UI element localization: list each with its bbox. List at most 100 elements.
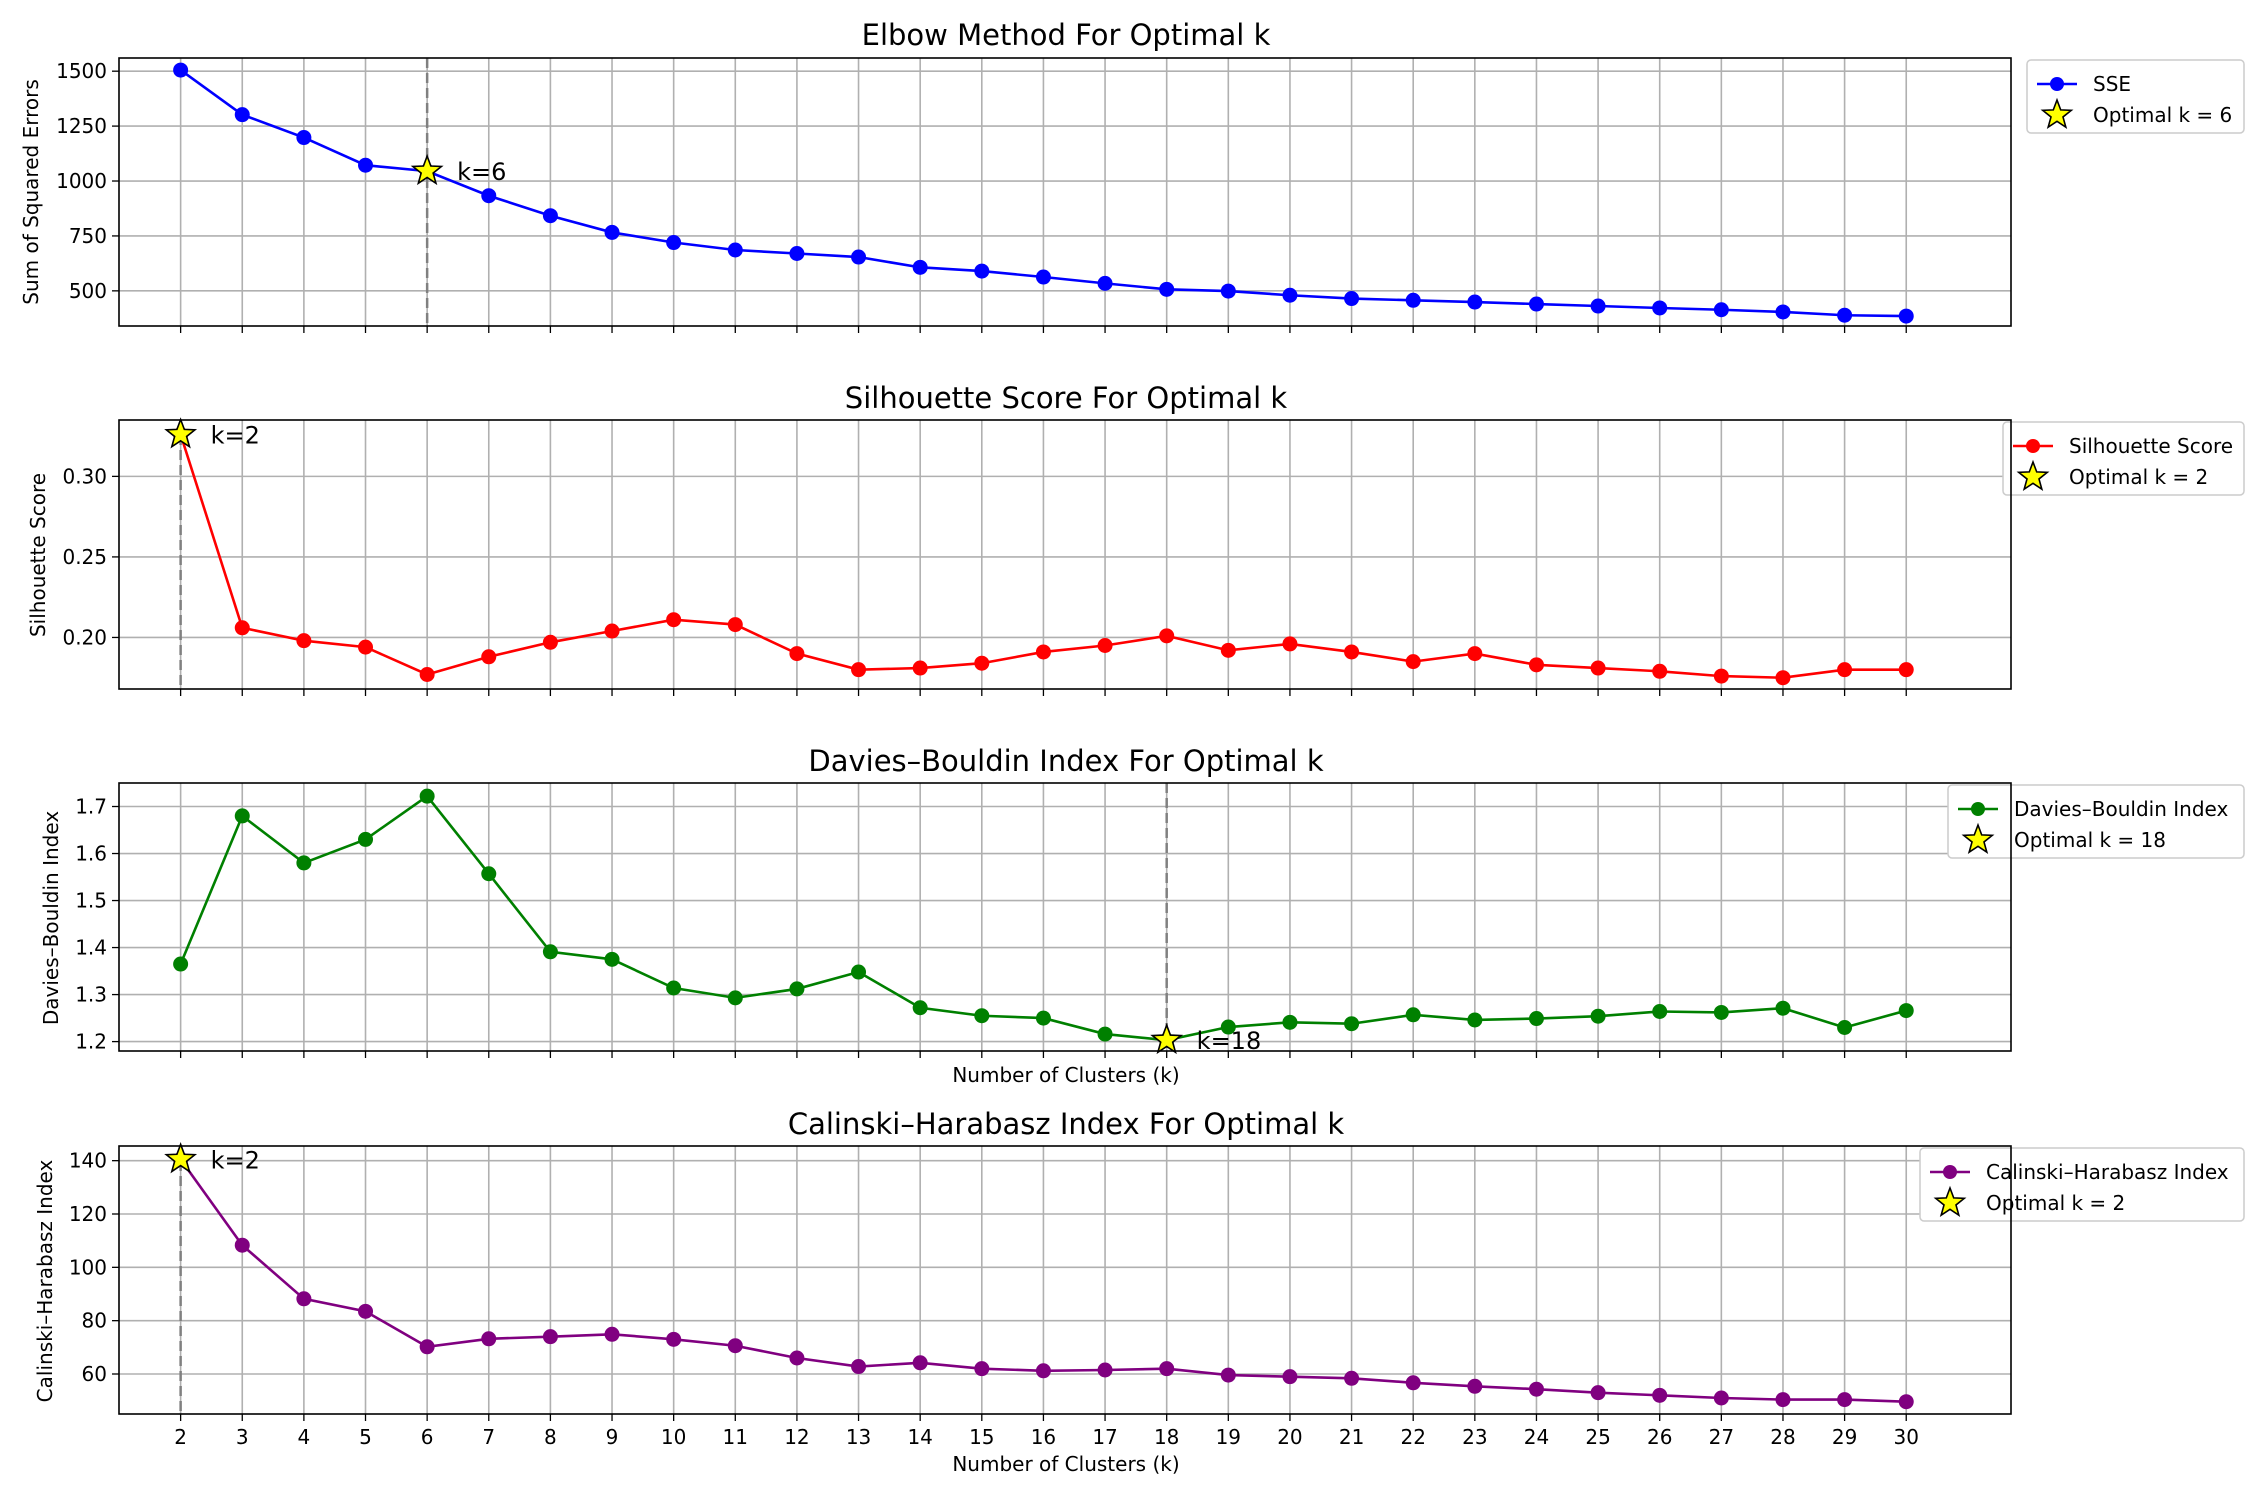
elbow-panel: Elbow Method For Optimal k Sum of Square… [19, 18, 2245, 333]
calinski-harabasz-xtick-label: 12 [784, 1425, 809, 1449]
elbow-point [1590, 298, 1606, 314]
silhouette-point [1344, 644, 1360, 660]
silhouette-point [1220, 642, 1236, 658]
calinski-harabasz-xtick-label: 6 [421, 1425, 434, 1449]
calinski-harabasz-point [1467, 1378, 1483, 1394]
silhouette-legend: Silhouette Score Optimal k = 2 [2002, 421, 2245, 496]
calinski-harabasz-point [1344, 1370, 1360, 1386]
davies-bouldin-legend-star-icon [1961, 822, 1995, 854]
elbow-ytick-label: 1500 [56, 59, 107, 83]
davies-bouldin-point [1344, 1016, 1360, 1032]
calinski-harabasz-point [912, 1355, 928, 1371]
silhouette-point [789, 646, 805, 662]
calinski-harabasz-xtick-label: 22 [1400, 1425, 1425, 1449]
davies-bouldin-legend-series-label: Davies–Bouldin Index [2014, 797, 2228, 821]
silhouette-title: Silhouette Score For Optimal k [845, 381, 1288, 415]
davies-bouldin-legend-marker-swatch [1971, 802, 1985, 816]
davies-bouldin-legend: Davies–Bouldin Index Optimal k = 18 [1947, 784, 2245, 859]
calinski-harabasz-point [358, 1303, 374, 1319]
calinski-harabasz-xtick-label: 26 [1647, 1425, 1672, 1449]
davies-bouldin-axes-frame [118, 782, 2012, 1052]
calinski-harabasz-xtick-label: 24 [1524, 1425, 1549, 1449]
calinski-harabasz-optimal-annotation: k=2 [211, 1146, 260, 1174]
calinski-harabasz-legend-star-icon [1933, 1185, 1967, 1217]
davies-bouldin-ytick-label: 1.3 [75, 983, 107, 1007]
davies-bouldin-point [912, 1000, 928, 1016]
davies-bouldin-ylabel: Davies–Bouldin Index [39, 811, 63, 1025]
elbow-optimal-annotation: k=6 [457, 158, 506, 186]
davies-bouldin-point [727, 990, 743, 1006]
silhouette-point [542, 634, 558, 650]
calinski-harabasz-xtick-label: 2 [174, 1425, 187, 1449]
davies-bouldin-point [851, 964, 867, 980]
silhouette-legend-optimal-label: Optimal k = 2 [2069, 465, 2208, 489]
calinski-harabasz-point [1898, 1394, 1914, 1410]
silhouette-point [1282, 636, 1298, 652]
elbow-point [1097, 275, 1113, 291]
elbow-ytick-label: 1000 [56, 169, 107, 193]
calinski-harabasz-xtick-label: 23 [1462, 1425, 1487, 1449]
davies-bouldin-panel: Davies–Bouldin Index For Optimal k Davie… [39, 744, 2245, 1087]
elbow-point [234, 107, 250, 123]
elbow-point [1837, 307, 1853, 323]
calinski-harabasz-ytick-label: 140 [69, 1149, 107, 1173]
calinski-harabasz-xtick-label: 21 [1339, 1425, 1364, 1449]
silhouette-point [1159, 628, 1175, 644]
calinski-harabasz-point [481, 1331, 497, 1347]
calinski-harabasz-xtick-label: 13 [846, 1425, 871, 1449]
davies-bouldin-point [1590, 1008, 1606, 1024]
davies-bouldin-ytick-label: 1.4 [75, 936, 107, 960]
elbow-point [1467, 294, 1483, 310]
davies-bouldin-point [1652, 1004, 1668, 1020]
calinski-harabasz-ytick-label: 60 [82, 1362, 107, 1386]
silhouette-point [358, 639, 374, 655]
elbow-point [666, 235, 682, 251]
calinski-harabasz-point [1775, 1392, 1791, 1408]
elbow-ytick-label: 500 [69, 279, 107, 303]
davies-bouldin-point [1282, 1014, 1298, 1030]
calinski-harabasz-ytick-label: 120 [69, 1202, 107, 1226]
davies-bouldin-point [789, 981, 805, 997]
calinski-harabasz-legend: Calinski–Harabasz Index Optimal k = 2 [1919, 1147, 2245, 1222]
calinski-harabasz-legend-series-label: Calinski–Harabasz Index [1986, 1160, 2229, 1184]
calinski-harabasz-point [1220, 1367, 1236, 1383]
calinski-harabasz-xtick-label: 16 [1031, 1425, 1056, 1449]
calinski-harabasz-xtick-label: 15 [969, 1425, 994, 1449]
calinski-harabasz-point [419, 1339, 435, 1355]
elbow-point [604, 224, 620, 240]
calinski-harabasz-point [1528, 1381, 1544, 1397]
davies-bouldin-point [1097, 1026, 1113, 1042]
davies-bouldin-ytick-label: 1.2 [75, 1030, 107, 1054]
davies-bouldin-legend-optimal-label: Optimal k = 18 [2014, 828, 2166, 852]
calinski-harabasz-xtick-label: 8 [544, 1425, 557, 1449]
calinski-harabasz-xtick-label: 29 [1832, 1425, 1857, 1449]
calinski-harabasz-point [727, 1338, 743, 1354]
silhouette-axes-frame [118, 419, 2012, 690]
davies-bouldin-ytick-label: 1.7 [75, 795, 107, 819]
silhouette-point [419, 667, 435, 683]
davies-bouldin-ytick-label: 1.6 [75, 842, 107, 866]
elbow-legend-star-icon [2040, 97, 2074, 129]
calinski-harabasz-point [974, 1361, 990, 1377]
elbow-point [1898, 308, 1914, 324]
calinski-harabasz-point [234, 1237, 250, 1253]
silhouette-point [481, 649, 497, 665]
elbow-point [1220, 283, 1236, 299]
elbow-point [1344, 291, 1360, 307]
davies-bouldin-point [1837, 1019, 1853, 1035]
elbow-point [1159, 281, 1175, 297]
silhouette-legend-series-label: Silhouette Score [2069, 434, 2233, 458]
elbow-point [1528, 296, 1544, 312]
calinski-harabasz-ytick-label: 80 [82, 1309, 107, 1333]
calinski-harabasz-xtick-label: 14 [907, 1425, 932, 1449]
silhouette-legend-frame [2002, 421, 2245, 496]
calinski-harabasz-point [1713, 1390, 1729, 1406]
calinski-harabasz-point [1405, 1375, 1421, 1391]
elbow-point [851, 249, 867, 265]
elbow-point [481, 188, 497, 204]
silhouette-ytick-label: 0.20 [62, 625, 107, 649]
silhouette-optimal-annotation: k=2 [211, 421, 260, 449]
davies-bouldin-point [1467, 1012, 1483, 1028]
silhouette-point [1713, 668, 1729, 684]
